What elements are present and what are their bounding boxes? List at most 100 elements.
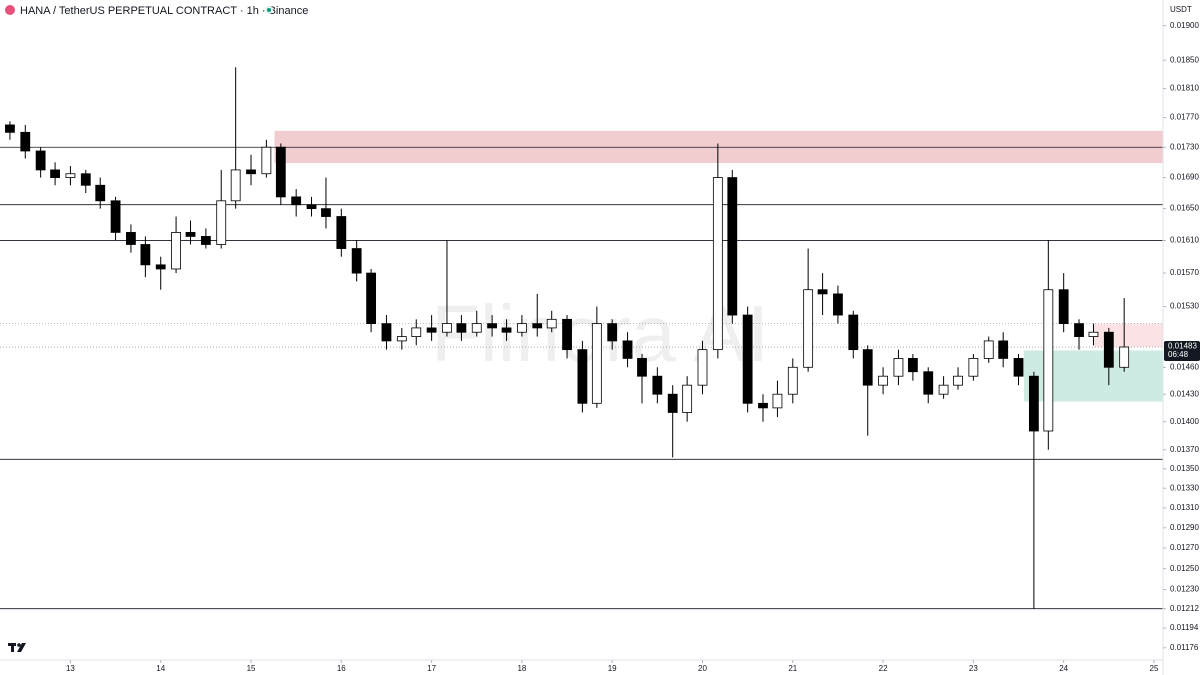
candle-body <box>126 232 136 245</box>
candle-body <box>35 150 46 171</box>
x-tick-label: 25 <box>1150 664 1159 673</box>
candle-body <box>1043 289 1054 432</box>
candle-body <box>983 340 994 359</box>
candle-body <box>848 314 859 351</box>
candle-body <box>5 124 15 133</box>
candle-body <box>953 375 963 386</box>
candle-body <box>200 236 211 245</box>
candle-body <box>396 336 407 342</box>
zone <box>1093 323 1163 348</box>
candle-body <box>80 173 91 186</box>
y-tick-label: 0.01310 <box>1170 503 1199 512</box>
y-tick-label: 0.01330 <box>1170 483 1199 492</box>
candle-body <box>607 323 618 342</box>
x-tick-label: 24 <box>1059 664 1068 673</box>
y-tick-label: 0.01370 <box>1170 445 1199 454</box>
candle-body <box>652 375 663 395</box>
candle-body <box>727 177 738 316</box>
candle-body <box>65 173 76 178</box>
price-tag <box>1164 341 1200 362</box>
candle-body <box>1028 375 1039 432</box>
x-tick-label: 22 <box>879 664 888 673</box>
header: HANA / TetherUS PERPETUAL CONTRACT · 1h … <box>20 5 308 17</box>
candle-body <box>1103 331 1114 368</box>
candle-body <box>772 393 783 409</box>
y-tick-label: 0.01530 <box>1170 302 1199 311</box>
candle-body <box>577 349 588 404</box>
candle-body <box>442 323 452 333</box>
candle-body <box>20 131 31 152</box>
candle-body <box>907 358 918 373</box>
y-tick-label: 0.01350 <box>1170 464 1199 473</box>
candle-body <box>381 323 392 342</box>
y-tick-label: 0.01690 <box>1170 173 1199 182</box>
candle-body <box>667 393 678 413</box>
candle-body <box>742 314 753 404</box>
candle-body <box>697 349 708 386</box>
candle-body <box>1119 346 1130 368</box>
y-tick-label: 0.01850 <box>1170 55 1199 64</box>
candle-body <box>216 200 227 245</box>
y-tick-label: 0.01400 <box>1170 417 1199 426</box>
y-tick-label: 0.01460 <box>1170 362 1199 371</box>
candle-body <box>291 196 302 206</box>
candle-body <box>1074 323 1084 337</box>
candle-body <box>546 318 557 329</box>
candle-body <box>637 358 647 377</box>
candle-body <box>1088 331 1099 337</box>
x-tick-label: 23 <box>969 664 978 673</box>
candle-body <box>366 272 377 325</box>
candle-body <box>411 327 422 337</box>
y-tick-label: 0.01250 <box>1170 564 1199 573</box>
x-tick-label: 17 <box>427 664 436 673</box>
candle-body <box>230 169 241 202</box>
x-tick-label: 20 <box>698 664 707 673</box>
candle-body <box>803 289 814 368</box>
candle-body <box>1013 358 1024 377</box>
symbol-icon <box>5 5 15 15</box>
candle-body <box>787 366 798 395</box>
candle-body <box>261 146 272 175</box>
candle-body <box>50 169 60 178</box>
candle-body <box>622 340 633 359</box>
candle-body <box>275 146 286 198</box>
candle-body <box>938 384 949 395</box>
candle-body <box>501 327 512 333</box>
y-tick-label: 0.01810 <box>1170 84 1199 93</box>
y-tick-label: 0.01176 <box>1170 643 1199 652</box>
y-tick-label: 0.01570 <box>1170 268 1199 277</box>
candle-body <box>185 232 196 237</box>
y-tick-label: 0.01730 <box>1170 142 1199 151</box>
candle-body <box>140 244 151 266</box>
candle-body <box>833 293 843 316</box>
candle-body <box>426 327 437 333</box>
candle-body <box>155 264 166 270</box>
plot <box>0 67 1163 610</box>
price-tag-countdown: 06:48 <box>1168 350 1189 359</box>
candle-body <box>95 184 106 202</box>
candle-body <box>817 289 828 295</box>
candle-body <box>862 349 873 386</box>
y-tick-label: 0.01900 <box>1170 21 1199 30</box>
y-tick-label: 0.01610 <box>1170 236 1199 245</box>
candle-body <box>712 177 723 351</box>
y-tick-label: 0.01770 <box>1170 113 1199 122</box>
candle-body <box>998 340 1009 359</box>
y-tick-label: 0.01230 <box>1170 585 1199 594</box>
x-tick-label: 19 <box>608 664 617 673</box>
y-tick-label: 0.01650 <box>1170 204 1199 213</box>
candle-body <box>171 232 181 270</box>
x-tick-label: 21 <box>788 664 797 673</box>
candle-body <box>923 371 934 395</box>
candle-body <box>878 375 888 386</box>
candle-body <box>471 323 482 333</box>
candle-body <box>968 358 979 377</box>
candle-body <box>246 169 256 175</box>
currency: USDT <box>1170 5 1192 14</box>
y-tick-label: 0.01430 <box>1170 389 1199 398</box>
candle-body <box>562 318 572 351</box>
candle-body <box>351 248 362 274</box>
x-tick-label: 16 <box>337 664 346 673</box>
y-tick-label: 0.01270 <box>1170 543 1199 552</box>
